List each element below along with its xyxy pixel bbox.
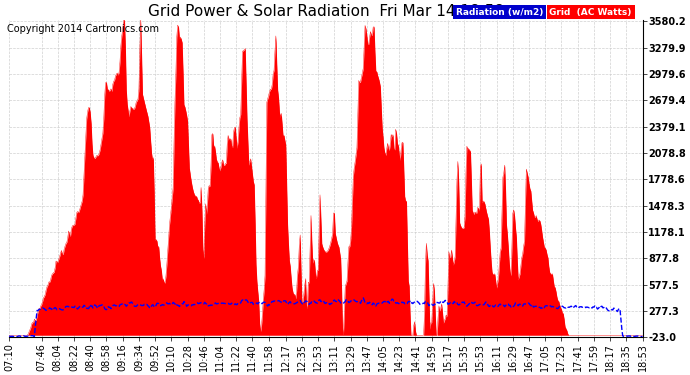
Text: Grid  (AC Watts): Grid (AC Watts) <box>549 8 632 16</box>
Text: Radiation (w/m2): Radiation (w/m2) <box>456 8 544 16</box>
Text: Copyright 2014 Cartronics.com: Copyright 2014 Cartronics.com <box>7 24 159 34</box>
Title: Grid Power & Solar Radiation  Fri Mar 14 18:58: Grid Power & Solar Radiation Fri Mar 14 … <box>148 4 504 19</box>
